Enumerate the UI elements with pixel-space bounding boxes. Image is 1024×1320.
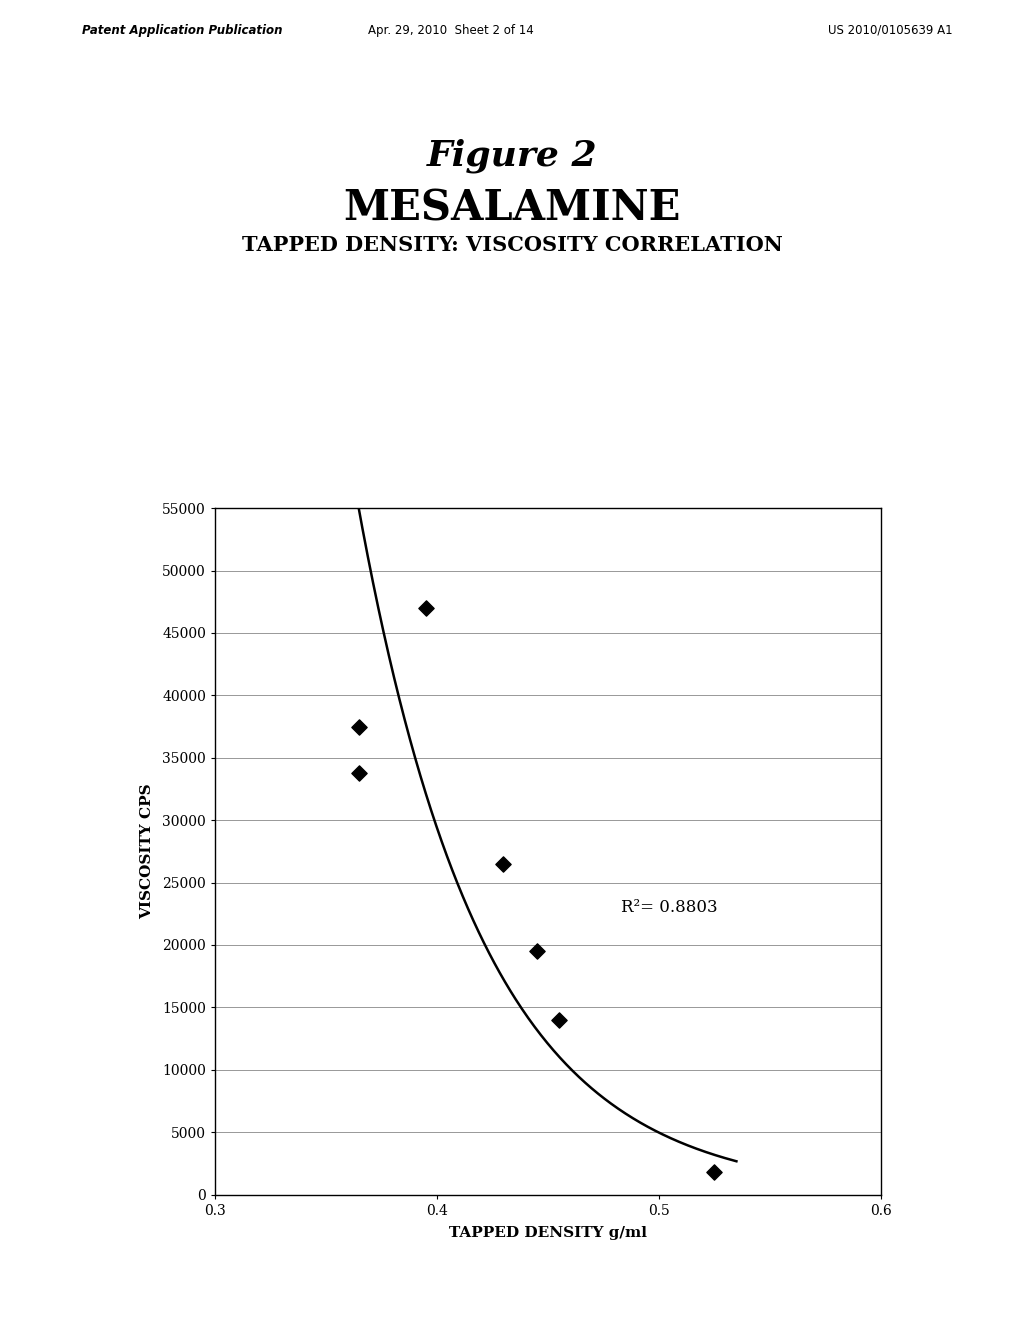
Point: [528, 941, 545, 962]
Point: [496, 853, 512, 874]
X-axis label: TAPPED DENSITY g/ml: TAPPED DENSITY g/ml: [449, 1226, 647, 1239]
Text: US 2010/0105639 A1: US 2010/0105639 A1: [827, 24, 952, 37]
Text: Apr. 29, 2010  Sheet 2 of 14: Apr. 29, 2010 Sheet 2 of 14: [368, 24, 534, 37]
Point: [707, 1162, 723, 1183]
Point: [351, 715, 368, 737]
Text: TAPPED DENSITY: VISCOSITY CORRELATION: TAPPED DENSITY: VISCOSITY CORRELATION: [242, 235, 782, 255]
Y-axis label: VISCOSITY CPS: VISCOSITY CPS: [140, 784, 154, 919]
Point: [551, 1010, 567, 1031]
Text: MESALAMINE: MESALAMINE: [343, 187, 681, 230]
Text: Patent Application Publication: Patent Application Publication: [82, 24, 283, 37]
Text: R²= 0.8803: R²= 0.8803: [622, 899, 718, 916]
Text: Figure 2: Figure 2: [427, 139, 597, 173]
Point: [418, 598, 434, 619]
Point: [351, 762, 368, 783]
